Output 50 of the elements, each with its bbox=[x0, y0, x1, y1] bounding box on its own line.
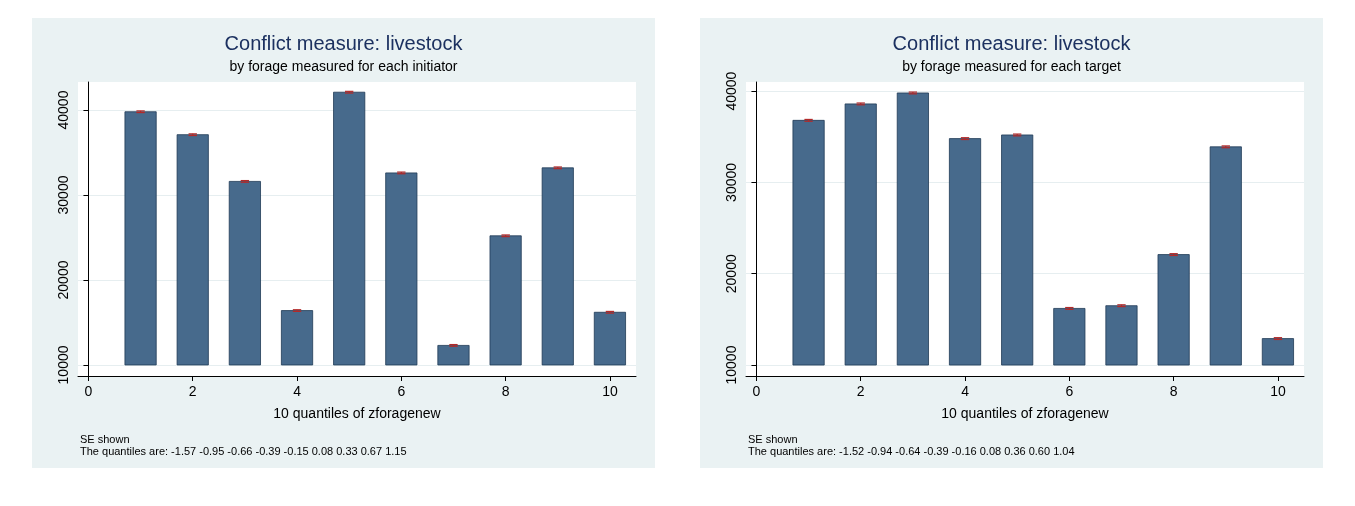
bar bbox=[541, 167, 574, 366]
x-tick-label: 2 bbox=[856, 383, 865, 399]
y-tick-label: 20000 bbox=[55, 260, 71, 300]
bar bbox=[437, 345, 470, 366]
text: The quantiles are: -1.57 -0.95 -0.66 -0.39 -0.15 0.08 0.33 0.67 1.15 bbox=[80, 444, 407, 457]
text: SE shown bbox=[80, 432, 130, 445]
x-tick-label: 8 bbox=[1169, 383, 1178, 399]
bar bbox=[1157, 254, 1190, 366]
bar bbox=[489, 235, 522, 366]
bar bbox=[1105, 305, 1138, 366]
y-tick-label: 40000 bbox=[55, 90, 71, 130]
y-tick-label: 30000 bbox=[723, 162, 739, 202]
y-tick-label: 10000 bbox=[723, 345, 739, 385]
bar bbox=[792, 119, 825, 366]
bar bbox=[1209, 146, 1242, 366]
bar bbox=[896, 92, 929, 366]
x-tick-label: 0 bbox=[752, 383, 761, 399]
bar bbox=[844, 103, 877, 366]
bar bbox=[228, 181, 261, 366]
bar bbox=[1261, 338, 1294, 366]
x-tick-label: 2 bbox=[188, 383, 197, 399]
x-tick-label: 6 bbox=[1065, 383, 1074, 399]
bar bbox=[1001, 134, 1034, 366]
bar bbox=[333, 91, 366, 366]
x-tick-label: 10 bbox=[602, 383, 618, 399]
x-tick-label: 4 bbox=[961, 383, 970, 399]
y-tick-label: 40000 bbox=[723, 71, 739, 111]
chart-subtitle: by forage measured for each initiator bbox=[229, 58, 458, 74]
x-axis-title: 10 quantiles of zforagenew bbox=[273, 405, 442, 421]
text: The quantiles are: -1.52 -0.94 -0.64 -0.39 -0.16 0.08 0.36 0.60 1.04 bbox=[748, 444, 1075, 457]
bar bbox=[280, 310, 314, 366]
bar bbox=[948, 138, 982, 366]
bar bbox=[593, 311, 626, 366]
y-tick-label: 30000 bbox=[55, 175, 71, 215]
y-tick-label: 10000 bbox=[55, 345, 71, 385]
bar bbox=[176, 134, 209, 366]
x-tick-label: 4 bbox=[293, 383, 302, 399]
chart-subtitle: by forage measured for each target bbox=[902, 58, 1121, 74]
y-tick-label: 20000 bbox=[723, 254, 739, 294]
chart-title: Conflict measure: livestock bbox=[224, 32, 464, 54]
x-axis-title: 10 quantiles of zforagenew bbox=[941, 405, 1110, 421]
bar bbox=[124, 111, 157, 366]
text: SE shown bbox=[748, 432, 798, 445]
bar bbox=[1053, 308, 1086, 366]
x-tick-label: 8 bbox=[501, 383, 510, 399]
bar bbox=[385, 172, 418, 366]
chart-title: Conflict measure: livestock bbox=[892, 32, 1132, 54]
x-tick-label: 6 bbox=[397, 383, 406, 399]
x-tick-label: 0 bbox=[84, 383, 93, 399]
x-tick-label: 10 bbox=[1270, 383, 1286, 399]
